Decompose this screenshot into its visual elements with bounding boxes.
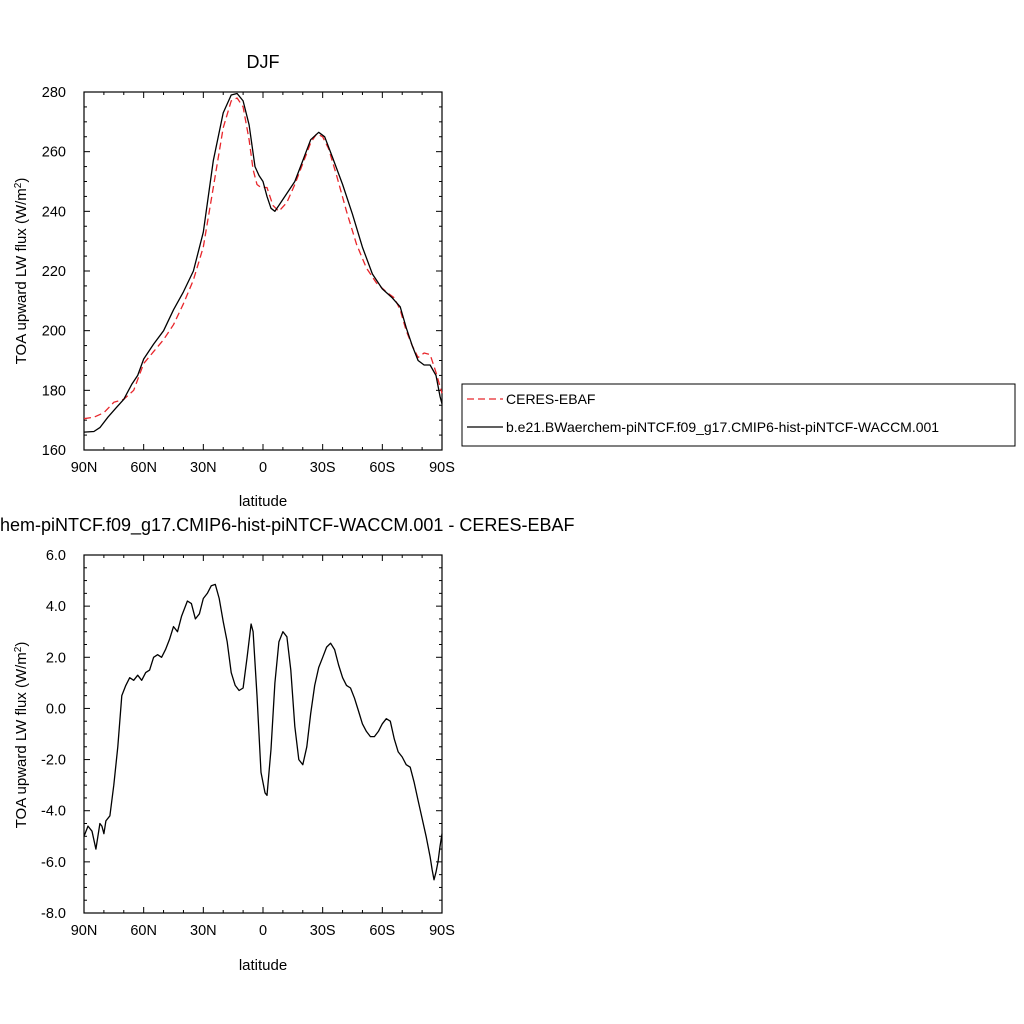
top-chart-ytick-label: 260 bbox=[42, 145, 66, 161]
top-chart-xtick-label: 90N bbox=[71, 460, 98, 476]
top-chart-xtick-label: 60S bbox=[369, 460, 395, 476]
top-chart-xlabel: latitude bbox=[239, 493, 287, 510]
top-chart-xtick-label: 90S bbox=[429, 460, 455, 476]
bottom-chart-ytick-label: 6.0 bbox=[46, 548, 66, 564]
top-chart-frame bbox=[83, 91, 443, 451]
top-chart-group: 90N 60N 30N 0 30S 60S 90S 160 180 200 220 240 260 280 bbox=[42, 85, 455, 476]
top-chart-series-line-1 bbox=[83, 92, 443, 433]
top-chart-title: DJF bbox=[247, 52, 280, 72]
bottom-chart-ytick-label: -6.0 bbox=[41, 855, 66, 871]
legend-box bbox=[461, 383, 1016, 447]
bottom-chart-xtick-label: 60N bbox=[130, 923, 157, 939]
legend-label-model: b.e21.BWaerchem-piNTCF.f09_g17.CMIP6-his… bbox=[506, 419, 939, 435]
bottom-chart-title: hem-piNTCF.f09_g17.CMIP6-hist-piNTCF-WAC… bbox=[0, 515, 574, 536]
bottom-chart-xtick-label: 90N bbox=[71, 923, 98, 939]
top-chart-series-line-0 bbox=[83, 97, 443, 420]
top-chart-xtick-label: 30S bbox=[310, 460, 336, 476]
bottom-chart-group: 90N 60N 30N 0 30S 60S 90S -8.0 -6.0 -4.0 -2.0 0.0 2.… bbox=[41, 548, 455, 939]
legend-label-ceres: CERES-EBAF bbox=[506, 391, 595, 407]
bottom-chart-xtick-label: 30N bbox=[190, 923, 217, 939]
top-chart-ytick-label: 200 bbox=[42, 324, 66, 340]
bottom-chart-ytick-label: -8.0 bbox=[41, 906, 66, 922]
bottom-chart-xtick-label: 60S bbox=[369, 923, 395, 939]
bottom-chart-ytick-label: 4.0 bbox=[46, 599, 66, 615]
bottom-chart-ytick-label: -2.0 bbox=[41, 753, 66, 769]
bottom-chart-xtick-label: 0 bbox=[259, 923, 267, 939]
top-chart-ytick-label: 180 bbox=[42, 383, 66, 399]
top-chart-ytick-label: 220 bbox=[42, 264, 66, 280]
bottom-chart-ytick-label: -4.0 bbox=[41, 804, 66, 820]
top-chart-xtick-label: 60N bbox=[130, 460, 157, 476]
top-chart-ytick-label: 280 bbox=[42, 85, 66, 101]
bottom-chart-ytick-label: 2.0 bbox=[46, 650, 66, 666]
bottom-chart-frame bbox=[83, 554, 443, 914]
top-chart-ytick-label: 160 bbox=[42, 443, 66, 459]
bottom-chart-xtick-label: 90S bbox=[429, 923, 455, 939]
bottom-chart-xlabel: latitude bbox=[239, 957, 287, 974]
bottom-chart-ytick-label: 0.0 bbox=[46, 701, 66, 717]
top-chart-xtick-label: 0 bbox=[259, 460, 267, 476]
bottom-chart-xtick-label: 30S bbox=[310, 923, 336, 939]
top-chart-ytick-label: 240 bbox=[42, 204, 66, 220]
bottom-chart-series-line-0 bbox=[83, 583, 443, 881]
bottom-chart-ylabel: TOA upward LW flux (W/m2) bbox=[13, 642, 30, 829]
top-chart-ylabel: TOA upward LW flux (W/m2) bbox=[13, 178, 30, 365]
top-chart-xtick-label: 30N bbox=[190, 460, 217, 476]
